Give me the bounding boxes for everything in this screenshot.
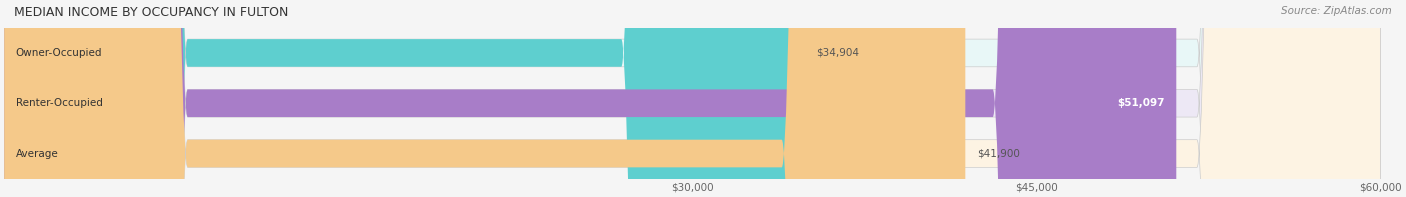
FancyBboxPatch shape [4,0,966,197]
FancyBboxPatch shape [4,0,1177,197]
Text: MEDIAN INCOME BY OCCUPANCY IN FULTON: MEDIAN INCOME BY OCCUPANCY IN FULTON [14,6,288,19]
FancyBboxPatch shape [4,0,804,197]
FancyBboxPatch shape [4,0,1381,197]
Text: Average: Average [15,149,59,159]
FancyBboxPatch shape [4,0,1381,197]
Text: Renter-Occupied: Renter-Occupied [15,98,103,108]
Text: Owner-Occupied: Owner-Occupied [15,48,103,58]
Text: Source: ZipAtlas.com: Source: ZipAtlas.com [1281,6,1392,16]
Text: $51,097: $51,097 [1118,98,1164,108]
Text: $34,904: $34,904 [817,48,859,58]
Text: $41,900: $41,900 [977,149,1019,159]
FancyBboxPatch shape [4,0,1381,197]
